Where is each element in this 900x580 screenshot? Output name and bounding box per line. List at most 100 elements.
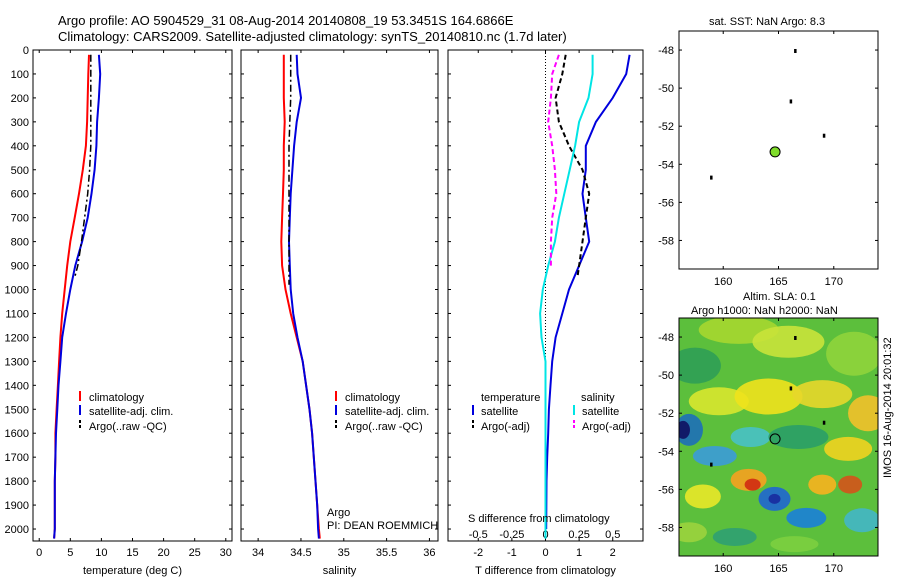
ytick-label: 200 <box>11 93 29 105</box>
map-ytick-label: -54 <box>658 159 674 171</box>
legend-heading: salinity <box>581 392 615 404</box>
ytick-label: 600 <box>11 189 29 201</box>
xtick-label-diff: -1 <box>507 547 517 559</box>
xtick-label-temp: 25 <box>189 547 201 559</box>
xtick-top-label: 0.5 <box>605 529 620 541</box>
sla-anomaly <box>684 484 721 509</box>
sla-anomaly <box>838 475 863 494</box>
map-xtick-label: 160 <box>714 276 732 288</box>
map-xtick-label: 165 <box>769 563 787 575</box>
xtick-label-temp: 5 <box>67 547 73 559</box>
island-mark <box>822 133 826 138</box>
sla-anomaly <box>734 378 803 415</box>
plot-frame-temp <box>32 49 233 542</box>
argo-annotation: Argo <box>327 507 351 519</box>
sla-anomaly <box>770 536 819 553</box>
xtick-top-label: -0.5 <box>469 529 488 541</box>
island-mark <box>794 48 797 53</box>
ytick-label: 100 <box>11 69 29 81</box>
island-mark <box>710 462 713 467</box>
sla-anomaly <box>848 395 878 432</box>
map-ytick-label: -56 <box>658 197 674 209</box>
ytick-label: 400 <box>11 141 29 153</box>
sla-anomaly <box>712 527 757 546</box>
sla-anomaly <box>730 427 771 447</box>
island-mark <box>822 420 826 425</box>
sal-series-line <box>287 54 320 539</box>
ytick-label: 1200 <box>5 332 29 344</box>
legend-label: Argo(..raw -QC) <box>89 421 167 433</box>
xtick-label-sal: 34.5 <box>290 547 311 559</box>
xtick-top-label: 0.25 <box>568 529 589 541</box>
xtick-label-temp: 15 <box>126 547 138 559</box>
ytick-label: 1600 <box>5 428 29 440</box>
ytick-label: 2000 <box>5 524 29 536</box>
ytick-label: 300 <box>11 117 29 129</box>
map-ytick-label: -50 <box>658 370 674 382</box>
xtick-label-diff: 1 <box>576 547 582 559</box>
sla-anomaly <box>792 380 853 409</box>
legend-heading: temperature <box>481 392 540 404</box>
map-ytick-label: -48 <box>658 45 674 57</box>
xtick-label-temp: 0 <box>36 547 42 559</box>
map-ytick-label: -54 <box>658 446 674 458</box>
xlabel-temp: temperature (deg C) <box>83 565 182 577</box>
map-xtick-label: 170 <box>825 276 843 288</box>
legend-label: climatology <box>345 392 401 404</box>
sla-heatmap <box>679 318 878 556</box>
map-ytick-label: -52 <box>658 121 674 133</box>
ytick-label: 1800 <box>5 476 29 488</box>
map2-title-1: Altim. SLA: 0.1 <box>743 291 816 303</box>
xtick-top-label: -0.25 <box>499 529 524 541</box>
legend-label: Argo(-adj) <box>582 421 631 433</box>
map-ytick-label: -52 <box>658 408 674 420</box>
map-ytick-label: -58 <box>658 235 674 247</box>
map-xtick-label: 165 <box>769 276 787 288</box>
s-difference-label: S difference from climatology <box>468 513 610 525</box>
xtick-label-diff: 2 <box>610 547 616 559</box>
argo-float-marker <box>769 433 781 445</box>
xtick-label-diff: -2 <box>473 547 483 559</box>
sal-series-line <box>288 54 292 285</box>
sla-anomaly <box>768 425 829 449</box>
temp-series-line <box>53 54 90 539</box>
legend-label: satellite <box>481 406 518 418</box>
pi-annotation: PI: DEAN ROEMMICH <box>327 520 439 532</box>
temp-series-line <box>53 54 102 539</box>
xtick-label-temp: 30 <box>220 547 232 559</box>
sla-anomaly <box>688 387 749 416</box>
sla-anomaly <box>808 474 837 495</box>
sla-anomaly <box>692 446 737 467</box>
legend-label: satellite-adj. clim. <box>89 406 173 418</box>
ytick-label: 1000 <box>5 285 29 297</box>
xtick-label-sal: 34 <box>252 547 264 559</box>
map-xtick-label: 170 <box>825 563 843 575</box>
sla-anomaly <box>679 420 690 439</box>
sla-anomaly <box>744 478 761 491</box>
plot-frame-sal <box>240 49 439 542</box>
map-ytick-label: -58 <box>658 522 674 534</box>
legend-label: climatology <box>89 392 145 404</box>
imos-timestamp: IMOS 16-Aug-2014 20:01:32 <box>882 337 894 478</box>
map1-title: sat. SST: NaN Argo: 8.3 <box>709 16 826 28</box>
legend-label: Argo(..raw -QC) <box>345 421 423 433</box>
xtick-label-diff: 0 <box>542 547 548 559</box>
diff-series-line <box>547 54 560 266</box>
ytick-label: 1400 <box>5 380 29 392</box>
map-xtick-label: 160 <box>714 563 732 575</box>
ytick-label: 1300 <box>5 356 29 368</box>
sla-anomaly <box>786 507 827 528</box>
island-mark <box>789 386 793 391</box>
island-mark <box>710 175 713 180</box>
ytick-label: 500 <box>11 165 29 177</box>
title-line-2: Climatology: CARS2009. Satellite-adjuste… <box>58 29 567 44</box>
map-ytick-label: -56 <box>658 484 674 496</box>
xtick-label-temp: 20 <box>157 547 169 559</box>
ytick-label: 1700 <box>5 452 29 464</box>
map-ytick-label: -48 <box>658 332 674 344</box>
ytick-label: 900 <box>11 261 29 273</box>
sla-anomaly <box>824 436 873 461</box>
argo-float-marker <box>769 146 781 158</box>
sla-anomaly <box>844 508 878 533</box>
